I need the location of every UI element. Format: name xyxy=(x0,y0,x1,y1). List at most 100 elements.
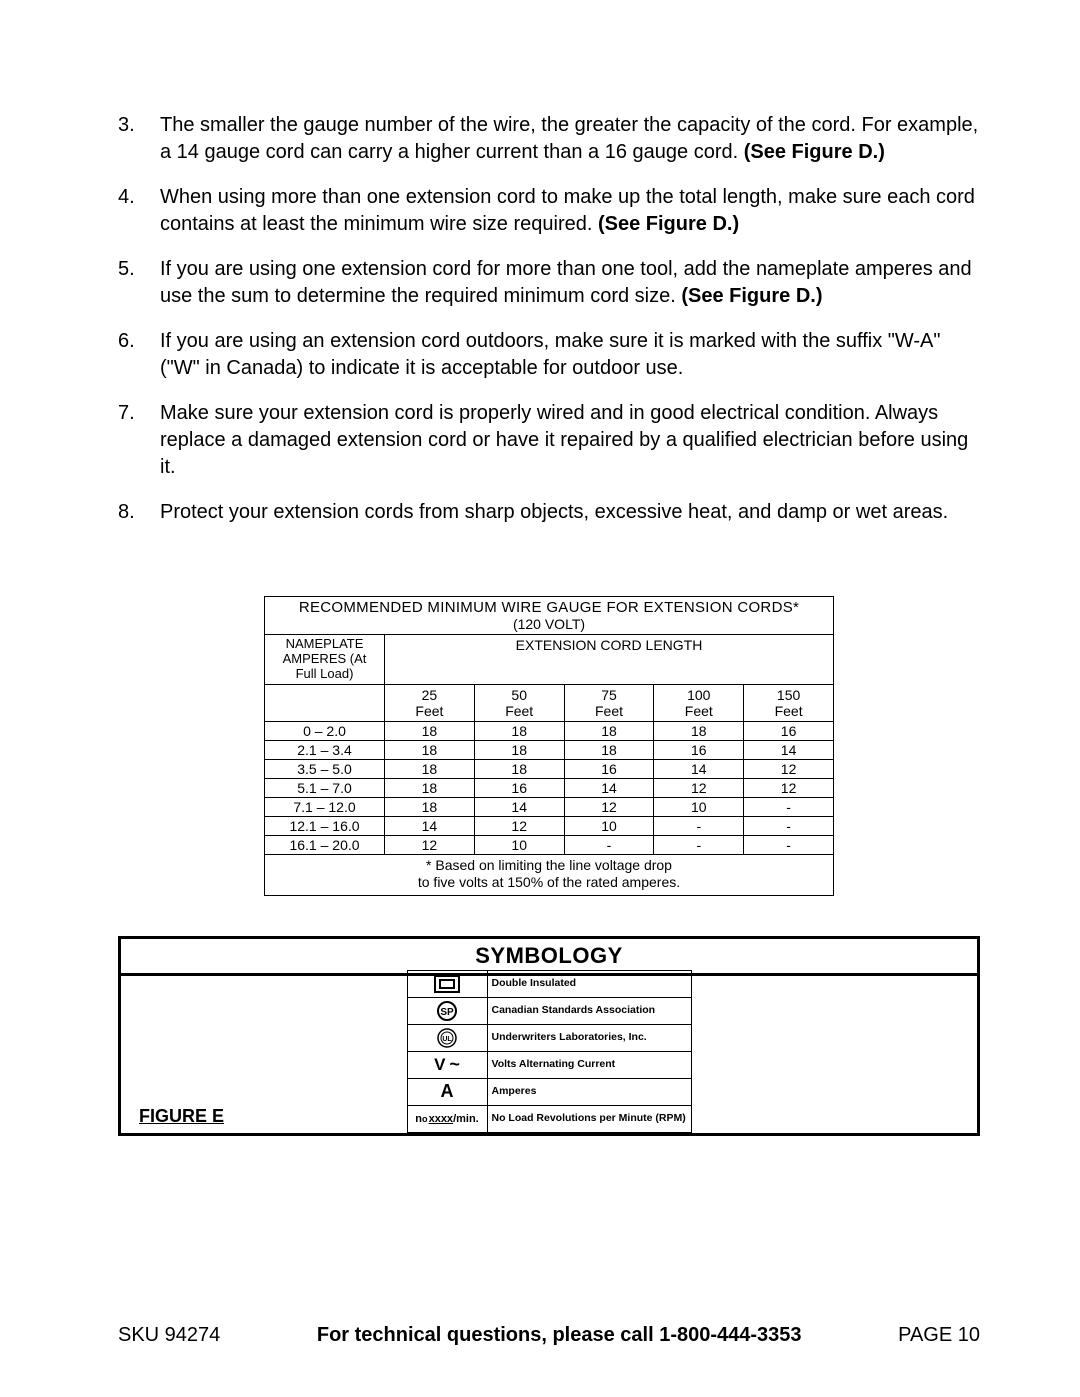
table-footnote: * Based on limiting the line voltage dro… xyxy=(265,855,833,895)
list-item: 3. The smaller the gauge number of the w… xyxy=(118,112,980,166)
value-cell: 14 xyxy=(385,817,474,835)
footer-phone: For technical questions, please call 1-8… xyxy=(317,1324,802,1347)
value-cell: - xyxy=(564,836,654,854)
symbology-row: UL Underwriters Laboratories, Inc. xyxy=(408,1024,691,1051)
value-cell: 14 xyxy=(564,779,654,797)
column-headers: 25Feet 50Feet 75Feet 100Feet 150Feet xyxy=(265,685,833,722)
range-cell: 12.1 – 16.0 xyxy=(265,817,385,835)
symbology-row: SP Canadian Standards Association xyxy=(408,997,691,1024)
value-cell: 18 xyxy=(564,741,654,759)
value-cell: 10 xyxy=(564,817,654,835)
table-row: 5.1 – 7.0 18 16 14 12 12 xyxy=(265,779,833,798)
range-cell: 0 – 2.0 xyxy=(265,722,385,740)
symbol-label: Amperes xyxy=(488,1079,691,1105)
value-cell: 16 xyxy=(653,741,743,759)
value-cell: 18 xyxy=(474,760,564,778)
value-cell: 18 xyxy=(474,722,564,740)
table-row: 12.1 – 16.0 14 12 10 - - xyxy=(265,817,833,836)
nameplate-header: NAMEPLATE AMPERES (At Full Load) xyxy=(265,635,385,684)
range-cell: 3.5 – 5.0 xyxy=(265,760,385,778)
vac-icon: V ~ xyxy=(408,1052,488,1078)
table-subtitle: (120 VOLT) xyxy=(265,616,833,634)
symbol-label: Volts Alternating Current xyxy=(488,1052,691,1078)
value-cell: - xyxy=(743,817,833,835)
list-item: 7. Make sure your extension cord is prop… xyxy=(118,400,980,481)
col-header: 25Feet xyxy=(385,685,474,721)
page-footer: SKU 94274 For technical questions, pleas… xyxy=(118,1324,980,1347)
col-header: 50Feet xyxy=(474,685,564,721)
list-number: 8. xyxy=(118,499,160,526)
col-header: 75Feet xyxy=(564,685,654,721)
symbol-label: No Load Revolutions per Minute (RPM) xyxy=(488,1106,691,1132)
col-header: 150Feet xyxy=(743,685,833,721)
range-cell: 7.1 – 12.0 xyxy=(265,798,385,816)
table-row: 7.1 – 12.0 18 14 12 10 - xyxy=(265,798,833,817)
value-cell: 18 xyxy=(385,760,474,778)
value-cell: 12 xyxy=(474,817,564,835)
table-row: 16.1 – 20.0 12 10 - - - xyxy=(265,836,833,855)
list-number: 4. xyxy=(118,184,160,238)
list-text: When using more than one extension cord … xyxy=(160,184,980,238)
symbology-row: V ~ Volts Alternating Current xyxy=(408,1051,691,1078)
rpm-icon: noxxxx/min. xyxy=(408,1106,488,1132)
value-cell: 18 xyxy=(564,722,654,740)
value-cell: 12 xyxy=(385,836,474,854)
value-cell: - xyxy=(653,836,743,854)
symbology-row: Double Insulated xyxy=(408,971,691,997)
symbology-row: A Amperes xyxy=(408,1078,691,1105)
svg-text:UL: UL xyxy=(442,1036,452,1043)
csa-icon: SP xyxy=(408,998,488,1024)
symbology-body: FIGURE E Double Insulated SP Canadian St… xyxy=(118,976,980,1136)
list-text: Protect your extension cords from sharp … xyxy=(160,499,980,526)
symbol-label: Double Insulated xyxy=(488,971,691,997)
value-cell: 12 xyxy=(743,779,833,797)
footer-page: PAGE 10 xyxy=(898,1324,980,1347)
list-text: If you are using one extension cord for … xyxy=(160,256,980,310)
table-row: 3.5 – 5.0 18 18 16 14 12 xyxy=(265,760,833,779)
range-cell: 16.1 – 20.0 xyxy=(265,836,385,854)
value-cell: 18 xyxy=(385,722,474,740)
list-number: 7. xyxy=(118,400,160,481)
value-cell: 12 xyxy=(743,760,833,778)
list-number: 6. xyxy=(118,328,160,382)
list-number: 3. xyxy=(118,112,160,166)
range-cell: 2.1 – 3.4 xyxy=(265,741,385,759)
value-cell: 18 xyxy=(653,722,743,740)
symbol-label: Underwriters Laboratories, Inc. xyxy=(488,1025,691,1051)
col-header: 100Feet xyxy=(653,685,743,721)
figure-e-label: FIGURE E xyxy=(139,1106,224,1127)
list-item: 4. When using more than one extension co… xyxy=(118,184,980,238)
range-cell: 5.1 – 7.0 xyxy=(265,779,385,797)
list-number: 5. xyxy=(118,256,160,310)
list-text: If you are using an extension cord outdo… xyxy=(160,328,980,382)
value-cell: 14 xyxy=(474,798,564,816)
value-cell: 18 xyxy=(385,741,474,759)
symbol-label: Canadian Standards Association xyxy=(488,998,691,1024)
symbology-table: Double Insulated SP Canadian Standards A… xyxy=(407,970,692,1133)
instruction-list: 3. The smaller the gauge number of the w… xyxy=(118,112,980,526)
amperes-icon: A xyxy=(408,1079,488,1105)
svg-text:SP: SP xyxy=(440,1007,454,1018)
list-item: 6. If you are using an extension cord ou… xyxy=(118,328,980,382)
list-text: The smaller the gauge number of the wire… xyxy=(160,112,980,166)
value-cell: 10 xyxy=(474,836,564,854)
value-cell: - xyxy=(653,817,743,835)
extension-header: EXTENSION CORD LENGTH xyxy=(385,635,833,684)
value-cell: 10 xyxy=(653,798,743,816)
list-item: 5. If you are using one extension cord f… xyxy=(118,256,980,310)
double-insulated-icon xyxy=(408,971,488,997)
value-cell: 18 xyxy=(385,798,474,816)
value-cell: 16 xyxy=(743,722,833,740)
value-cell: 14 xyxy=(743,741,833,759)
footer-sku: SKU 94274 xyxy=(118,1324,220,1347)
table-row: 2.1 – 3.4 18 18 18 16 14 xyxy=(265,741,833,760)
table-row: 0 – 2.0 18 18 18 18 16 xyxy=(265,722,833,741)
value-cell: 16 xyxy=(564,760,654,778)
value-cell: - xyxy=(743,836,833,854)
value-cell: 12 xyxy=(653,779,743,797)
ul-icon: UL xyxy=(408,1025,488,1051)
symbology-row: noxxxx/min. No Load Revolutions per Minu… xyxy=(408,1105,691,1132)
list-text: Make sure your extension cord is properl… xyxy=(160,400,980,481)
value-cell: 14 xyxy=(653,760,743,778)
list-item: 8. Protect your extension cords from sha… xyxy=(118,499,980,526)
